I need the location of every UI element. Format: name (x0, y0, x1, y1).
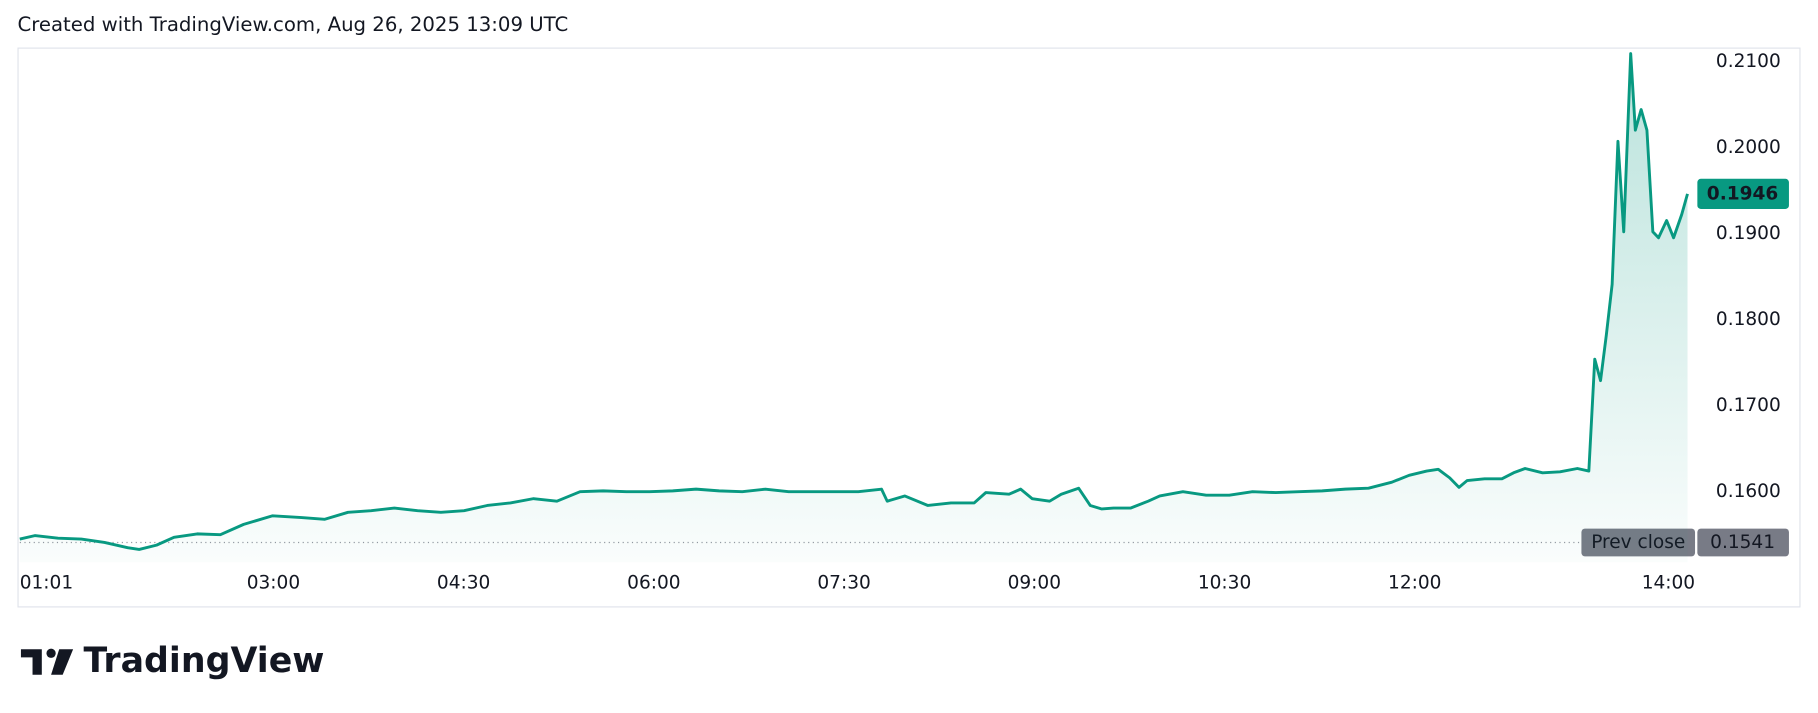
y-tick-label: 0.1600 (1716, 481, 1781, 502)
area-fill (19, 53, 1688, 563)
y-tick-label: 0.1800 (1716, 309, 1781, 330)
x-tick-label: 09:00 (1008, 573, 1061, 594)
x-tick-label: 04:30 (437, 573, 490, 594)
x-tick-label: 01:01 (20, 573, 73, 594)
prev-close-value-tag (1697, 528, 1789, 557)
x-tick-label: 03:00 (247, 573, 300, 594)
plot-frame (17, 47, 1801, 608)
x-tick-label: 06:00 (627, 573, 680, 594)
x-tick-label: 12:00 (1388, 573, 1441, 594)
y-tick-label: 0.1700 (1716, 395, 1781, 416)
y-tick-label: 0.2000 (1716, 137, 1781, 158)
chart-title: Created with TradingView.com, Aug 26, 20… (17, 13, 568, 36)
y-tick-label: 0.1900 (1716, 223, 1781, 244)
brand-logo: TradingView (20, 641, 325, 681)
x-tick-label: 07:30 (817, 573, 870, 594)
prev-close-value: 0.1541 (1710, 532, 1775, 553)
price-line (19, 52, 1689, 551)
brand-name: TradingView (84, 641, 325, 681)
x-tick-label: 14:00 (1642, 573, 1695, 594)
last-price-tag (1697, 178, 1789, 209)
y-tick-label: 0.2100 (1716, 51, 1781, 72)
x-tick-label: 10:30 (1198, 573, 1251, 594)
last-price-label: 0.1946 (1707, 183, 1779, 204)
